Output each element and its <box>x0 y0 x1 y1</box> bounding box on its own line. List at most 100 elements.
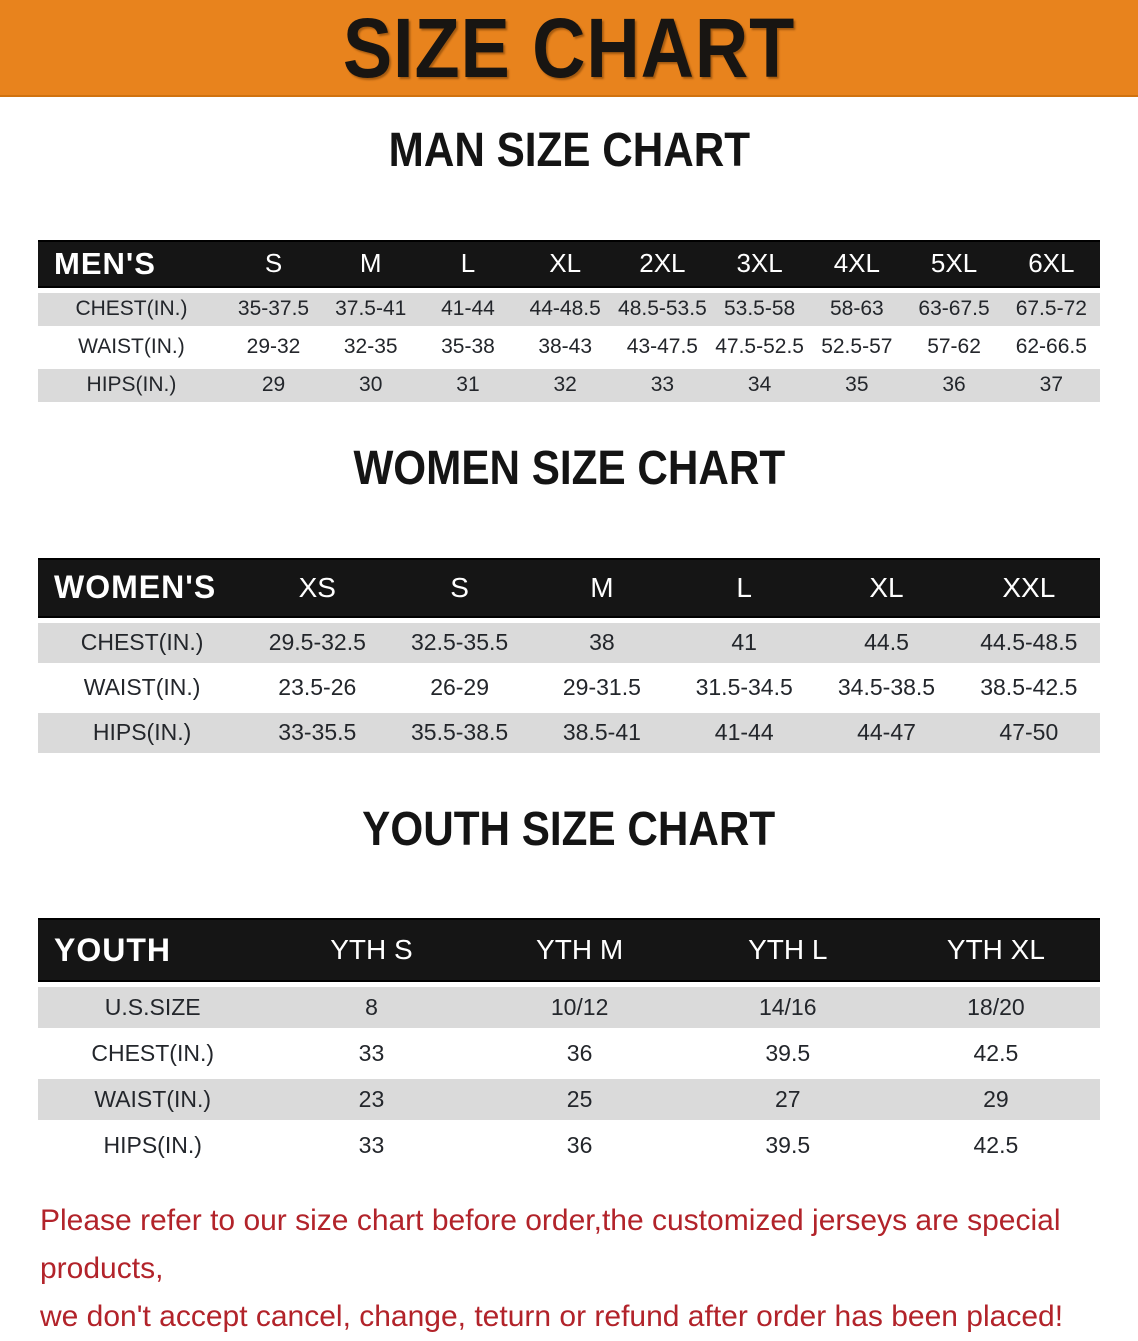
value-cell: 35 <box>808 368 906 402</box>
value-cell: 29-32 <box>224 330 323 364</box>
men-size-section: MAN SIZE CHART MEN'S S M L XL 2XL 3XL 4XL 5XL 6XL… <box>0 97 1138 407</box>
value-cell: 57-62 <box>905 330 1003 364</box>
men-size-table: MEN'S S M L XL 2XL 3XL 4XL 5XL 6XL CHEST(IN.) 35-37… <box>38 235 1100 407</box>
size-header-cell: M <box>530 557 674 618</box>
value-cell: 42.5 <box>891 1033 1100 1075</box>
value-cell: 47.5-52.5 <box>711 330 809 364</box>
table-title-cell: YOUTH <box>38 918 268 983</box>
table-title-cell: WOMEN'S <box>38 557 247 618</box>
size-header-cell: YTH L <box>683 918 892 983</box>
measurement-row: CHEST(IN.) 35-37.5 37.5-41 41-44 44-48.5 48.5… <box>38 292 1100 326</box>
value-cell: 38 <box>530 622 674 663</box>
value-cell: 41-44 <box>673 712 816 753</box>
value-cell: 27 <box>683 1079 892 1121</box>
value-cell: 36 <box>905 368 1003 402</box>
measurement-row: WAIST(IN.) 23 25 27 29 <box>38 1079 1100 1121</box>
value-cell: 23.5-26 <box>246 667 389 708</box>
value-cell: 23 <box>267 1079 476 1121</box>
row-label-cell: WAIST(IN.) <box>38 330 225 364</box>
value-cell: 8 <box>267 987 476 1029</box>
value-cell: 29 <box>224 368 323 402</box>
measurement-row: WAIST(IN.) 23.5-26 26-29 29-31.5 31.5-34.5 34… <box>38 667 1100 708</box>
table-header: WOMEN'S XS S M L XL XXL <box>38 557 1100 618</box>
value-cell: 33 <box>267 1033 476 1075</box>
value-cell: 34.5-38.5 <box>815 667 958 708</box>
value-cell: 38-43 <box>516 330 614 364</box>
value-cell: 35-37.5 <box>224 292 323 326</box>
size-chart-title: SIZE CHART <box>342 0 796 95</box>
youth-section-heading: YOUTH SIZE CHART <box>362 802 776 856</box>
women-size-table: WOMEN'S XS S M L XL XXL CHEST(IN.) 29.5-32.5 32.5… <box>38 553 1100 758</box>
row-label-cell: CHEST(IN.) <box>38 292 225 326</box>
value-cell: 32 <box>516 368 614 402</box>
header-row: MEN'S S M L XL 2XL 3XL 4XL 5XL 6XL <box>38 239 1100 288</box>
row-label-cell: HIPS(IN.) <box>38 712 247 753</box>
measurement-row: HIPS(IN.) 33-35.5 35.5-38.5 38.5-41 41-44 44-… <box>38 712 1100 753</box>
size-header-cell: S <box>224 239 323 288</box>
youth-size-table: YOUTH YTH S YTH M YTH L YTH XL U.S.SIZE 8 10/12… <box>38 913 1100 1171</box>
row-label-cell: CHEST(IN.) <box>38 1033 268 1075</box>
value-cell: 32.5-35.5 <box>388 622 531 663</box>
measurement-row: CHEST(IN.) 33 36 39.5 42.5 <box>38 1033 1100 1075</box>
size-header-cell: XXL <box>957 557 1100 618</box>
value-cell: 34 <box>711 368 809 402</box>
value-cell: 18/20 <box>891 987 1100 1029</box>
size-header-cell: YTH M <box>475 918 684 983</box>
size-header-cell: M <box>322 239 420 288</box>
value-cell: 29.5-32.5 <box>246 622 389 663</box>
value-cell: 36 <box>475 1033 684 1075</box>
value-cell: 53.5-58 <box>711 292 809 326</box>
value-cell: 25 <box>475 1079 684 1121</box>
value-cell: 35-38 <box>419 330 517 364</box>
value-cell: 31.5-34.5 <box>673 667 816 708</box>
women-size-section: WOMEN SIZE CHART WOMEN'S XS S M L XL XXL CHEST(… <box>0 407 1138 758</box>
table-header: YOUTH YTH S YTH M YTH L YTH XL <box>38 918 1100 983</box>
row-label-cell: HIPS(IN.) <box>38 368 225 402</box>
disclaimer-line-1: Please refer to our size chart before or… <box>40 1204 1061 1286</box>
value-cell: 67.5-72 <box>1002 292 1100 326</box>
value-cell: 29-31.5 <box>530 667 674 708</box>
row-label-cell: CHEST(IN.) <box>38 622 247 663</box>
value-cell: 48.5-53.5 <box>613 292 711 326</box>
size-chart-banner: SIZE CHART <box>0 0 1138 97</box>
value-cell: 58-63 <box>808 292 906 326</box>
women-section-heading: WOMEN SIZE CHART <box>353 441 785 495</box>
table-body: CHEST(IN.) 35-37.5 37.5-41 41-44 44-48.5 48.5… <box>38 292 1100 402</box>
value-cell: 44.5 <box>815 622 958 663</box>
row-label-cell: WAIST(IN.) <box>38 667 247 708</box>
table-body: CHEST(IN.) 29.5-32.5 32.5-35.5 38 41 44.5 44.5… <box>38 622 1100 753</box>
value-cell: 26-29 <box>388 667 531 708</box>
row-label-cell: U.S.SIZE <box>38 987 268 1029</box>
header-row: YOUTH YTH S YTH M YTH L YTH XL <box>38 918 1100 983</box>
value-cell: 35.5-38.5 <box>388 712 531 753</box>
value-cell: 31 <box>419 368 517 402</box>
measurement-row: HIPS(IN.) 29 30 31 32 33 34 35 36 37 <box>38 368 1100 402</box>
value-cell: 37.5-41 <box>322 292 420 326</box>
value-cell: 44.5-48.5 <box>957 622 1100 663</box>
value-cell: 10/12 <box>475 987 684 1029</box>
value-cell: 38.5-41 <box>530 712 674 753</box>
measurement-row: U.S.SIZE 8 10/12 14/16 18/20 <box>38 987 1100 1029</box>
value-cell: 44-48.5 <box>516 292 614 326</box>
value-cell: 14/16 <box>683 987 892 1029</box>
value-cell: 32-35 <box>322 330 420 364</box>
value-cell: 62-66.5 <box>1002 330 1100 364</box>
value-cell: 33-35.5 <box>246 712 389 753</box>
size-header-cell: 2XL <box>613 239 711 288</box>
value-cell: 63-67.5 <box>905 292 1003 326</box>
size-header-cell: XL <box>815 557 958 618</box>
disclaimer: Please refer to our size chart before or… <box>40 1197 1108 1341</box>
size-header-cell: L <box>673 557 816 618</box>
size-header-cell: XL <box>516 239 614 288</box>
size-header-cell: XS <box>246 557 389 618</box>
size-table: YOUTH YTH S YTH M YTH L YTH XL U.S.SIZE 8 10/12… <box>38 913 1100 1171</box>
value-cell: 38.5-42.5 <box>957 667 1100 708</box>
size-header-cell: 3XL <box>711 239 809 288</box>
size-header-cell: 6XL <box>1002 239 1100 288</box>
size-header-cell: L <box>419 239 517 288</box>
value-cell: 47-50 <box>957 712 1100 753</box>
size-header-cell: 5XL <box>905 239 1003 288</box>
measurement-row: CHEST(IN.) 29.5-32.5 32.5-35.5 38 41 44.5 44.5… <box>38 622 1100 663</box>
size-header-cell: S <box>388 557 531 618</box>
value-cell: 37 <box>1002 368 1100 402</box>
